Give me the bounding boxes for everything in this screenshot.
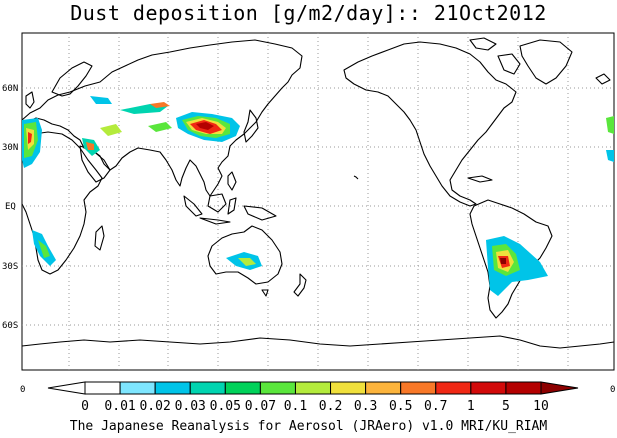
hawaii-coast xyxy=(353,175,359,180)
borneo-coast xyxy=(207,193,227,213)
dust-patch-australia-core xyxy=(238,258,256,266)
australia-coast xyxy=(207,225,283,285)
madagascar-coast xyxy=(94,225,105,251)
sumatra-coast xyxy=(183,195,203,217)
south-america-coast xyxy=(469,199,553,319)
dust-patch-middle-east-core xyxy=(86,142,94,150)
dust-patches xyxy=(22,96,614,296)
lat-label-eq: EQ xyxy=(5,202,16,212)
colorbar-tick-label: 10 xyxy=(533,399,549,414)
colorbar-box xyxy=(84,381,121,395)
dust-patch-right-edge-2 xyxy=(606,150,614,162)
cuba-coast xyxy=(467,175,493,183)
colorbar-box xyxy=(505,381,542,395)
dust-patch-central-asia-4 xyxy=(90,96,112,104)
lat-label-30s: 30S xyxy=(2,262,18,272)
colorbar-edge-right: 0 xyxy=(610,385,615,395)
colorbar-box xyxy=(400,381,437,395)
new-guinea-coast xyxy=(243,205,277,221)
colorbar-tick-labels: 0 0.01 0.02 0.03 0.05 0.07 0.1 0.2 0.3 0.5 0.7 1 5 10 xyxy=(81,399,549,414)
africa-coast xyxy=(21,131,103,275)
colorbar: 0 0.01 0.02 0.03 0.05 0.07 0.1 0.2 0.3 0.5 0.7 1 5 10… xyxy=(20,381,615,414)
colorbar-box xyxy=(259,381,296,395)
colorbar-left-arrow xyxy=(47,381,86,395)
eurasia-coast xyxy=(21,39,303,197)
dust-patch-right-edge xyxy=(606,116,614,134)
antarctica-coast xyxy=(21,335,615,349)
colorbar-boxes xyxy=(84,381,542,395)
arabia-coast xyxy=(79,145,111,183)
sulawesi-coast xyxy=(227,197,237,215)
colorbar-tick-label: 0.2 xyxy=(319,399,342,414)
colorbar-box xyxy=(330,381,367,395)
colorbar-right-arrow xyxy=(540,381,579,395)
colorbar-tick-label: 0.5 xyxy=(389,399,412,414)
iceland-coast xyxy=(595,73,611,85)
lat-label-60n: 60N xyxy=(2,84,18,94)
colorbar-box xyxy=(365,381,402,395)
credit-line: The Japanese Reanalysis for Aerosol (JRA… xyxy=(69,419,548,434)
dust-patch-sahara-red xyxy=(28,132,32,144)
colorbar-box xyxy=(154,381,191,395)
philippines-coast xyxy=(227,171,237,191)
greenland-coast xyxy=(519,39,573,85)
colorbar-tick-label: 0.3 xyxy=(354,399,377,414)
colorbar-tick-label: 0 xyxy=(81,399,89,414)
japan-coast xyxy=(243,109,259,143)
dust-patch-south-africa-core xyxy=(38,240,50,258)
colorbar-tick-label: 5 xyxy=(502,399,510,414)
colorbar-tick-label: 1 xyxy=(467,399,475,414)
colorbar-box xyxy=(294,381,332,395)
lat-label-60s: 60S xyxy=(2,321,18,331)
north-america-coast xyxy=(343,41,517,207)
java-coast xyxy=(199,217,231,225)
colorbar-box xyxy=(119,381,156,395)
uk-coast xyxy=(25,91,35,109)
colorbar-tick-label: 0.7 xyxy=(424,399,447,414)
new-zealand-coast xyxy=(293,273,307,297)
map-title: Dust deposition [g/m2/day]:: 21Oct2012 xyxy=(70,1,547,25)
colorbar-tick-label: 0.02 xyxy=(139,399,170,414)
arctic-islands-coast xyxy=(469,37,497,51)
dust-patch-argentina-core xyxy=(500,258,506,264)
colorbar-edge-left: 0 xyxy=(20,385,25,395)
colorbar-box xyxy=(470,381,507,395)
dust-patch-central-asia-2 xyxy=(150,102,170,108)
colorbar-box xyxy=(189,381,226,395)
colorbar-tick-label: 0.01 xyxy=(104,399,135,414)
baffin-coast xyxy=(497,53,521,75)
colorbar-tick-label: 0.1 xyxy=(284,399,307,414)
coastlines xyxy=(21,37,615,349)
colorbar-box xyxy=(224,381,261,395)
colorbar-tick-label: 0.03 xyxy=(175,399,206,414)
gridlines xyxy=(22,33,614,370)
dust-patch-central-asia-5 xyxy=(100,124,122,136)
scandinavia-coast xyxy=(51,61,93,97)
latitude-labels: 60N 30N EQ 30S 60S xyxy=(2,84,18,331)
colorbar-tick-label: 0.07 xyxy=(245,399,276,414)
colorbar-tick-label: 0.05 xyxy=(210,399,241,414)
dust-patch-central-asia-3 xyxy=(148,122,172,132)
dust-patch-gobi-core xyxy=(196,122,214,130)
colorbar-box xyxy=(435,381,472,395)
lat-label-30n: 30N xyxy=(2,143,18,153)
tasmania-coast xyxy=(261,289,269,297)
